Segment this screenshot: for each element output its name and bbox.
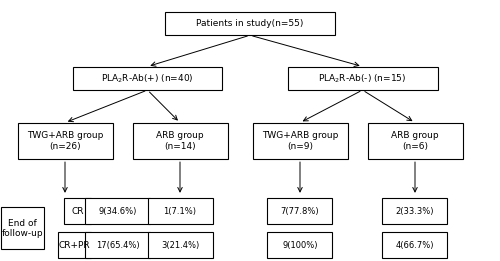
FancyBboxPatch shape [368, 123, 462, 159]
FancyBboxPatch shape [382, 198, 448, 224]
FancyBboxPatch shape [85, 198, 150, 224]
Text: 9(100%): 9(100%) [282, 241, 318, 250]
FancyBboxPatch shape [268, 198, 332, 224]
Text: 17(65.4%): 17(65.4%) [96, 241, 140, 250]
FancyBboxPatch shape [18, 123, 112, 159]
FancyBboxPatch shape [132, 123, 228, 159]
Text: ARB group
(n=6): ARB group (n=6) [391, 131, 439, 151]
Text: CR+PR: CR+PR [58, 241, 90, 250]
Text: 4(66.7%): 4(66.7%) [396, 241, 434, 250]
Text: 1(7.1%): 1(7.1%) [164, 207, 196, 216]
FancyBboxPatch shape [148, 232, 212, 258]
Text: Patients in study(n=55): Patients in study(n=55) [196, 19, 304, 28]
FancyBboxPatch shape [64, 198, 91, 224]
Text: TWG+ARB group
(n=9): TWG+ARB group (n=9) [262, 131, 338, 151]
Text: 7(77.8%): 7(77.8%) [280, 207, 320, 216]
Text: End of
follow-up: End of follow-up [2, 219, 43, 238]
Text: ARB group
(n=14): ARB group (n=14) [156, 131, 204, 151]
FancyBboxPatch shape [85, 232, 150, 258]
FancyBboxPatch shape [58, 232, 91, 258]
FancyBboxPatch shape [288, 67, 438, 90]
FancyBboxPatch shape [252, 123, 348, 159]
FancyBboxPatch shape [165, 12, 335, 35]
Text: 9(34.6%): 9(34.6%) [98, 207, 136, 216]
Text: 3(21.4%): 3(21.4%) [161, 241, 199, 250]
Text: 2(33.3%): 2(33.3%) [396, 207, 434, 216]
Text: TWG+ARB group
(n=26): TWG+ARB group (n=26) [27, 131, 103, 151]
Text: PLA$_2$R-Ab(-) (n=15): PLA$_2$R-Ab(-) (n=15) [318, 72, 406, 85]
FancyBboxPatch shape [268, 232, 332, 258]
FancyBboxPatch shape [382, 232, 448, 258]
Text: CR: CR [72, 207, 84, 216]
FancyBboxPatch shape [1, 207, 44, 249]
FancyBboxPatch shape [72, 67, 223, 90]
FancyBboxPatch shape [148, 198, 212, 224]
Text: PLA$_2$R-Ab(+) (n=40): PLA$_2$R-Ab(+) (n=40) [101, 72, 194, 85]
